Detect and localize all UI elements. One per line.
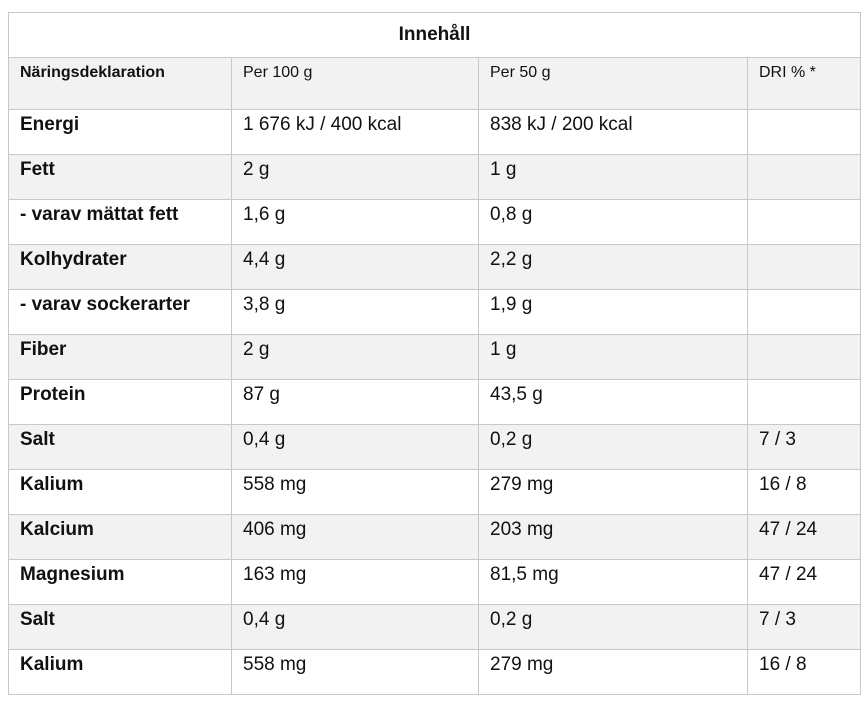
cell-per-100g: 406 mg [231,514,479,560]
cell-nutrient: Kolhydrater [8,244,232,290]
table-row: Magnesium 163 mg 81,5 mg 47 / 24 [8,559,861,605]
cell-per-50g: 838 kJ / 200 kcal [478,109,748,155]
cell-per-100g: 4,4 g [231,244,479,290]
cell-dri: 16 / 8 [747,649,861,695]
cell-nutrient: - varav sockerarter [8,289,232,335]
header-per-50g: Per 50 g [478,57,748,110]
cell-per-50g: 1 g [478,334,748,380]
cell-per-100g: 3,8 g [231,289,479,335]
cell-nutrient: Kalcium [8,514,232,560]
cell-dri [747,154,861,200]
cell-nutrient: Salt [8,604,232,650]
cell-per-50g: 1,9 g [478,289,748,335]
table-row: Protein 87 g 43,5 g [8,379,861,425]
cell-dri [747,109,861,155]
cell-per-100g: 87 g [231,379,479,425]
cell-per-50g: 43,5 g [478,379,748,425]
cell-per-50g: 1 g [478,154,748,200]
cell-dri: 7 / 3 [747,424,861,470]
cell-dri [747,199,861,245]
table-row: - varav mättat fett 1,6 g 0,8 g [8,199,861,245]
cell-per-50g: 0,2 g [478,424,748,470]
cell-nutrient: Energi [8,109,232,155]
cell-nutrient: Fiber [8,334,232,380]
cell-nutrient: Magnesium [8,559,232,605]
cell-per-100g: 558 mg [231,469,479,515]
cell-dri: 47 / 24 [747,559,861,605]
cell-per-50g: 0,8 g [478,199,748,245]
cell-dri [747,334,861,380]
table-row: Kalium 558 mg 279 mg 16 / 8 [8,469,861,515]
cell-per-100g: 2 g [231,334,479,380]
cell-dri: 7 / 3 [747,604,861,650]
table-title: Innehåll [8,12,861,58]
table-row: Energi 1 676 kJ / 400 kcal 838 kJ / 200 kc… [8,109,861,155]
nutrition-table: Innehåll Näringsdeklaration Per 100 g Pe… [8,12,861,695]
cell-per-100g: 0,4 g [231,424,479,470]
cell-per-50g: 279 mg [478,649,748,695]
cell-dri [747,379,861,425]
cell-per-50g: 0,2 g [478,604,748,650]
cell-per-50g: 81,5 mg [478,559,748,605]
table-row: Kolhydrater 4,4 g 2,2 g [8,244,861,290]
cell-per-50g: 279 mg [478,469,748,515]
cell-nutrient: Fett [8,154,232,200]
cell-nutrient: Kalium [8,469,232,515]
cell-per-100g: 1,6 g [231,199,479,245]
header-per-100g: Per 100 g [231,57,479,110]
cell-dri [747,289,861,335]
header-nutrient: Näringsdeklaration [8,57,232,110]
table-row: - varav sockerarter 3,8 g 1,9 g [8,289,861,335]
cell-per-100g: 2 g [231,154,479,200]
cell-dri [747,244,861,290]
cell-nutrient: - varav mättat fett [8,199,232,245]
cell-nutrient: Kalium [8,649,232,695]
cell-per-50g: 2,2 g [478,244,748,290]
cell-per-50g: 203 mg [478,514,748,560]
table-row: Kalium 558 mg 279 mg 16 / 8 [8,649,861,695]
cell-dri: 16 / 8 [747,469,861,515]
header-row: Näringsdeklaration Per 100 g Per 50 g DR… [8,57,861,110]
table-row: Kalcium 406 mg 203 mg 47 / 24 [8,514,861,560]
cell-per-100g: 163 mg [231,559,479,605]
cell-nutrient: Protein [8,379,232,425]
cell-per-100g: 1 676 kJ / 400 kcal [231,109,479,155]
cell-nutrient: Salt [8,424,232,470]
header-dri: DRI % * [747,57,861,110]
cell-per-100g: 558 mg [231,649,479,695]
cell-dri: 47 / 24 [747,514,861,560]
cell-per-100g: 0,4 g [231,604,479,650]
